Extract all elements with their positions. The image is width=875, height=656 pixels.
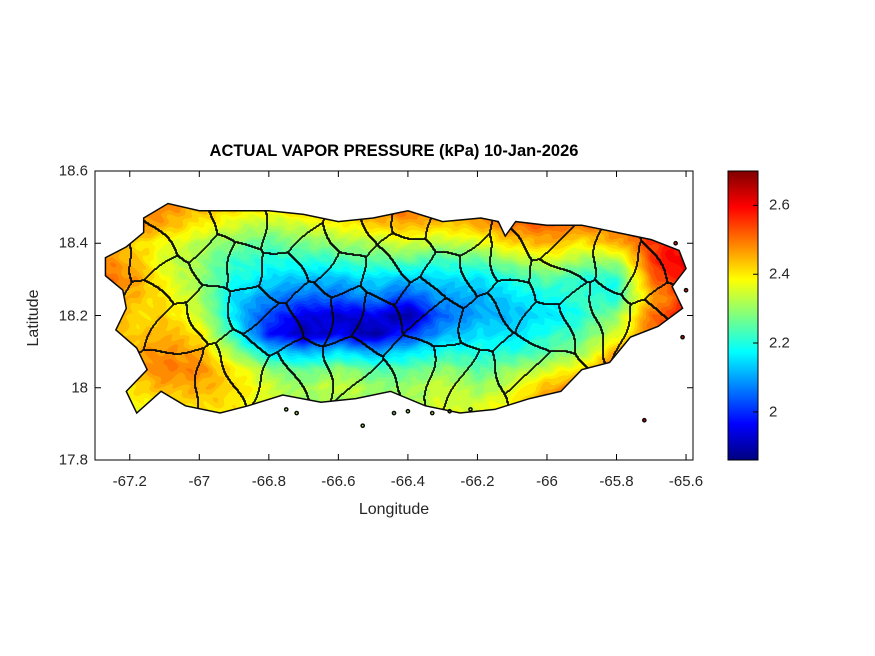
x-tick-label: -66.4	[390, 473, 426, 490]
colorbar-tick-label: 2.2	[769, 334, 790, 352]
colorbar-tick-label: 2	[769, 403, 778, 421]
y-tick-label: 17.8	[58, 451, 88, 469]
x-tick-label: -67.2	[112, 473, 147, 490]
x-tick-label: -67	[188, 473, 211, 490]
x-tick-label: -65.6	[668, 473, 704, 490]
colorbar-tick-label: 2.6	[769, 196, 790, 214]
y-tick-label: 18.6	[58, 162, 88, 180]
y-tick-label: 18.4	[58, 234, 88, 252]
x-axis-label: Longitude	[358, 501, 430, 518]
x-tick-label: -66.6	[321, 473, 356, 490]
x-tick-label: -66.8	[251, 473, 286, 490]
x-tick-label: -65.8	[599, 473, 634, 490]
y-tick-label: 18	[71, 379, 88, 397]
colorbar-tick-label: 2.4	[769, 265, 790, 283]
y-tick-label: 18.2	[58, 307, 88, 324]
plot-title: ACTUAL VAPOR PRESSURE (kPa) 10-Jan-2026	[209, 142, 579, 160]
x-tick-label: -66	[536, 473, 558, 490]
x-tick-label: -66.2	[460, 473, 495, 490]
y-axis-label: Latitude	[25, 289, 42, 347]
